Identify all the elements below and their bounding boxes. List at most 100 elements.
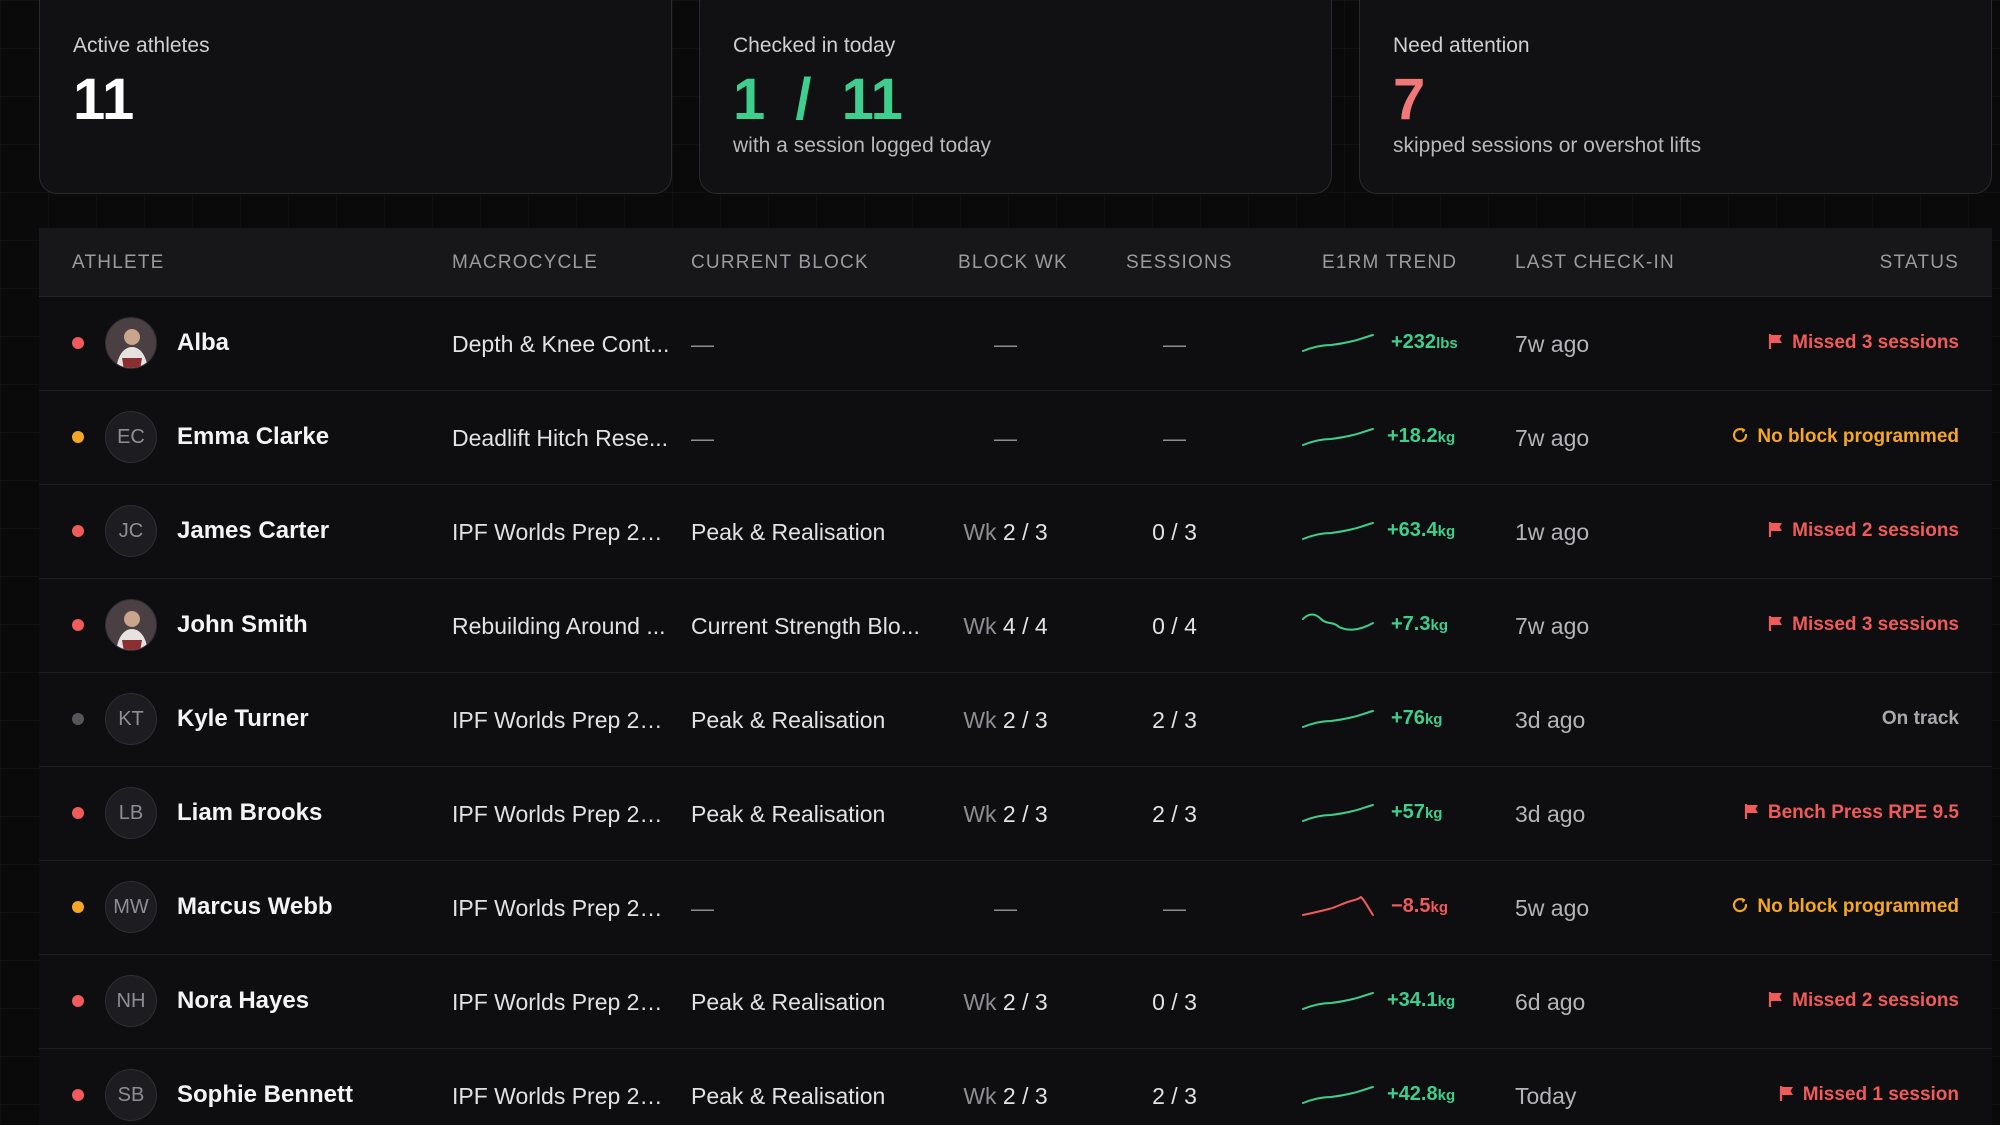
current-block-cell: — (691, 425, 714, 451)
column-header-block-wk[interactable]: BLOCK WK (958, 252, 1068, 273)
status-badge[interactable]: Missed 2 sessions (1768, 955, 1959, 1049)
sessions-cell: 0 / 3 (1152, 519, 1197, 545)
sparkline-chart (1302, 804, 1374, 822)
e1rm-delta: +57kg (1391, 767, 1442, 859)
stat-value: 11 (73, 67, 135, 132)
e1rm-delta-value: +76 (1391, 707, 1425, 729)
athletes-table: ATHLETE MACROCYCLE CURRENT BLOCK BLOCK W… (39, 228, 1992, 1125)
table-row[interactable]: John Smith Rebuilding Around ... Current S… (39, 579, 1992, 673)
last-check-in-cell: 1w ago (1515, 519, 1590, 545)
table-row[interactable]: KT Kyle Turner IPF Worlds Prep 2026 Peak & … (39, 673, 1992, 767)
sparkline-chart (1302, 896, 1374, 916)
status-badge[interactable]: Bench Press RPE 9.5 (1744, 767, 1959, 861)
status-badge[interactable]: No block programmed (1731, 861, 1959, 955)
e1rm-delta-unit: kg (1437, 1087, 1456, 1104)
status-badge[interactable]: On track (1882, 673, 1959, 765)
column-header-e1rm-trend[interactable]: E1RM TREND (1322, 252, 1458, 273)
sessions-cell: 2 / 3 (1152, 801, 1197, 827)
status-badge[interactable]: Missed 3 sessions (1768, 297, 1959, 391)
column-header-status[interactable]: STATUS (1879, 252, 1959, 273)
status-text: On track (1881, 708, 1959, 729)
e1rm-trend-cell: +42.8kg (1299, 1049, 1499, 1125)
column-header-macrocycle[interactable]: MACROCYCLE (452, 252, 599, 273)
sparkline-chart (1302, 522, 1374, 540)
athlete-name[interactable]: Nora Hayes (177, 987, 310, 1014)
table-row[interactable]: MW Marcus Webb IPF Worlds Prep 2026 — — — −8.5… (39, 861, 1992, 955)
e1rm-delta-unit: kg (1424, 711, 1443, 728)
sparkline-chart (1302, 1086, 1374, 1104)
avatar[interactable]: SB (105, 1069, 157, 1121)
athlete-name[interactable]: John Smith (177, 611, 308, 638)
e1rm-trend-cell: +34.1kg (1299, 955, 1499, 1049)
e1rm-trend-cell: +57kg (1299, 767, 1499, 861)
e1rm-delta-value: +18.2 (1387, 425, 1438, 447)
table-row[interactable]: Alba Depth & Knee Cont... — — — +232lbs 7w ago… (39, 297, 1992, 391)
status-dot (72, 807, 84, 819)
status-dot (72, 713, 84, 725)
e1rm-trend-cell: +63.4kg (1299, 485, 1499, 579)
avatar[interactable] (105, 599, 157, 651)
block-week-cell: Wk 2 / 3 (919, 673, 1092, 767)
stats-row: Active athletes 11 Checked in today 1 / … (39, 0, 1992, 194)
stat-subtext: with a session logged today (733, 134, 991, 157)
status-badge[interactable]: Missed 2 sessions (1768, 485, 1959, 579)
column-header-last-check-in[interactable]: LAST CHECK-IN (1515, 252, 1675, 273)
block-week-value: 4 / 4 (1002, 613, 1048, 639)
last-check-in-cell: 7w ago (1515, 425, 1590, 451)
sessions-cell: — (1163, 425, 1186, 451)
block-week-value: 2 / 3 (1002, 989, 1048, 1015)
block-week-cell: Wk 2 / 3 (919, 955, 1092, 1049)
athlete-name[interactable]: Sophie Bennett (177, 1081, 354, 1108)
table-row[interactable]: EC Emma Clarke Deadlift Hitch Rese... — — — +1… (39, 391, 1992, 485)
stat-label: Need attention (1393, 34, 1530, 57)
last-check-in-cell: 6d ago (1515, 989, 1586, 1015)
avatar[interactable]: EC (105, 411, 157, 463)
avatar[interactable]: KT (105, 693, 157, 745)
status-dot (72, 901, 84, 913)
table-row[interactable]: JC James Carter IPF Worlds Prep 2026 Peak &… (39, 485, 1992, 579)
block-week-value: 2 / 3 (1002, 1083, 1048, 1109)
current-block-cell: Peak & Realisation (691, 989, 886, 1015)
macrocycle-cell: IPF Worlds Prep 2026 (452, 989, 672, 1015)
athlete-name[interactable]: Alba (177, 329, 230, 356)
avatar[interactable] (105, 317, 157, 369)
e1rm-delta-unit: kg (1430, 899, 1448, 916)
last-check-in-cell: 7w ago (1515, 613, 1590, 639)
table-row[interactable]: NH Nora Hayes IPF Worlds Prep 2026 Peak & R… (39, 955, 1992, 1049)
status-dot (72, 1089, 84, 1101)
status-badge[interactable]: Missed 3 sessions (1768, 579, 1959, 673)
table-row[interactable]: LB Liam Brooks IPF Worlds Prep 2026 Peak & … (39, 767, 1992, 861)
status-badge[interactable]: No block programmed (1731, 391, 1959, 485)
current-block-cell: Peak & Realisation (691, 707, 886, 733)
block-week-value: 2 / 3 (1002, 801, 1048, 827)
column-header-sessions[interactable]: SESSIONS (1126, 252, 1233, 273)
avatar[interactable]: LB (105, 787, 157, 839)
block-week-value: — (994, 895, 1017, 921)
sessions-cell: 0 / 4 (1152, 613, 1197, 639)
e1rm-delta-value: +232 (1391, 331, 1437, 353)
athlete-name[interactable]: Emma Clarke (177, 423, 330, 450)
athlete-name[interactable]: Kyle Turner (177, 705, 309, 732)
e1rm-delta: +76kg (1391, 673, 1442, 765)
e1rm-delta-value: +34.1 (1387, 989, 1438, 1011)
column-header-current-block[interactable]: CURRENT BLOCK (691, 252, 869, 273)
flag-icon (1768, 299, 1784, 391)
avatar[interactable]: MW (105, 881, 157, 933)
status-dot (72, 431, 84, 443)
status-text: Missed 3 sessions (1792, 614, 1959, 635)
athlete-name[interactable]: James Carter (177, 517, 330, 544)
stat-subtext: skipped sessions or overshot lifts (1393, 134, 1702, 157)
column-header-athlete[interactable]: ATHLETE (72, 252, 165, 273)
athlete-name[interactable]: Marcus Webb (177, 893, 333, 920)
block-week-value: — (994, 425, 1017, 451)
flag-icon (1768, 957, 1784, 1049)
status-dot (72, 619, 84, 631)
avatar[interactable]: JC (105, 505, 157, 557)
avatar[interactable]: NH (105, 975, 157, 1027)
athlete-name[interactable]: Liam Brooks (177, 799, 323, 826)
sparkline-chart (1302, 334, 1374, 352)
flag-icon (1768, 487, 1784, 579)
stat-value: 7 (1393, 67, 1426, 132)
table-row[interactable]: SB Sophie Bennett IPF Worlds Prep 2026 Peak… (39, 1049, 1992, 1125)
status-badge[interactable]: Missed 1 session (1779, 1049, 1959, 1125)
